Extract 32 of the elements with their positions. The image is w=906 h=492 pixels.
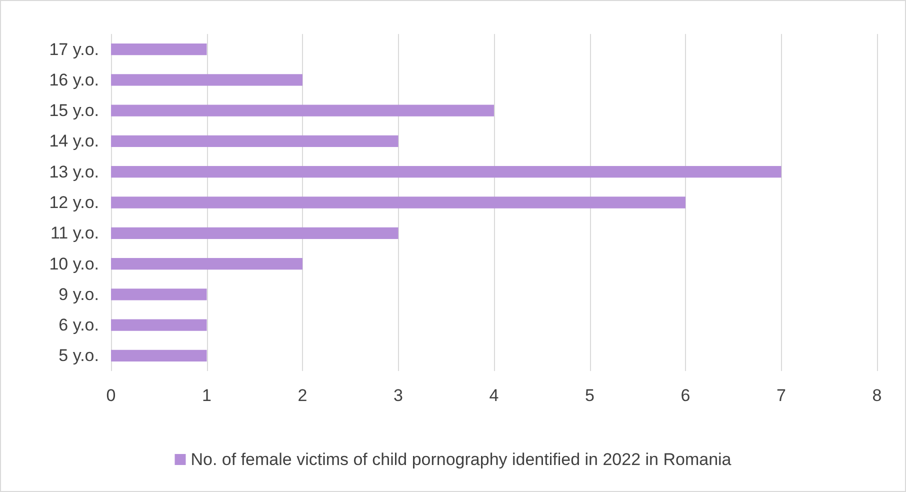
legend-label: No. of female victims of child pornography identified in 2022 in Romania [190,450,732,469]
x-tick-label: 0 [106,386,116,405]
x-tick-label: 6 [680,386,690,405]
y-tick-label: 11 y.o. [50,224,99,243]
bar [111,104,494,116]
bar [111,74,302,86]
x-tick-label: 1 [202,386,212,405]
bar [111,135,398,148]
bar [111,166,782,178]
bar [111,227,398,239]
bar [111,288,207,300]
y-tick-label: 5 y.o. [58,346,99,366]
y-tick-label: 15 y.o. [49,101,99,120]
x-tick-label: 3 [394,386,403,405]
bar [111,196,686,208]
y-tick-label: 10 y.o. [49,254,99,274]
y-tick-label: 12 y.o. [49,193,99,212]
x-tick-label: 8 [872,386,882,405]
x-tick-label: 4 [489,386,499,405]
bar [111,258,302,270]
y-tick-label: 14 y.o. [49,132,99,151]
bar [111,319,207,331]
x-tick-label: 2 [298,386,308,405]
y-tick-label: 16 y.o. [49,70,99,90]
x-tick-label: 7 [776,386,786,405]
y-tick-label: 17 y.o. [49,40,99,59]
bar [111,43,207,56]
y-tick-label: 13 y.o. [49,162,99,182]
x-tick-label: 5 [585,386,594,405]
y-tick-label: 9 y.o. [58,284,99,304]
bar [111,350,207,362]
y-tick-label: 6 y.o. [58,316,99,335]
